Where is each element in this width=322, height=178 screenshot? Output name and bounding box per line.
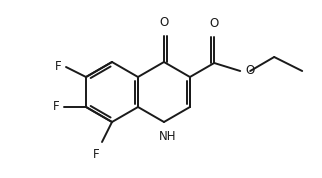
Text: O: O — [159, 16, 169, 29]
Text: O: O — [210, 17, 219, 30]
Text: F: F — [52, 101, 59, 114]
Text: F: F — [54, 61, 61, 74]
Text: O: O — [245, 64, 254, 77]
Text: NH: NH — [159, 130, 177, 143]
Text: F: F — [93, 148, 100, 161]
